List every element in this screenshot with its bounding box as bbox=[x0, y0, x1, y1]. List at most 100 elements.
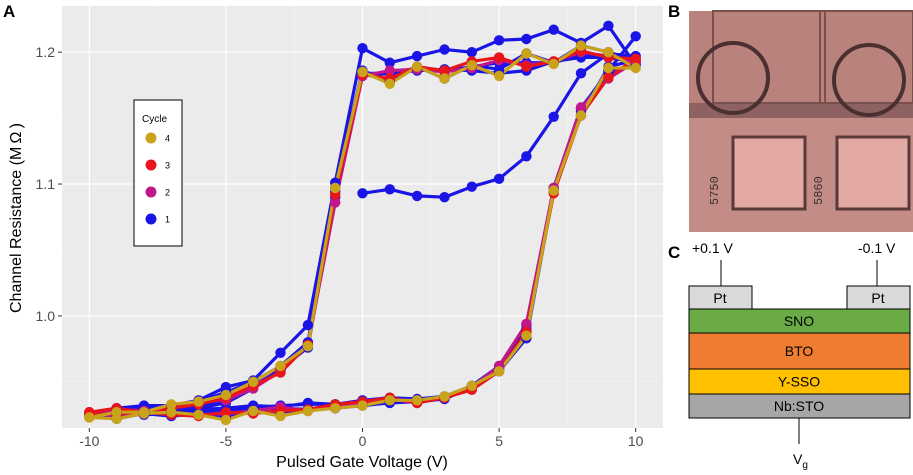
data-point-cycle-4 bbox=[439, 73, 450, 84]
data-point-cycle-1 bbox=[439, 192, 450, 203]
data-point-cycle-4 bbox=[411, 395, 423, 406]
data-point-cycle-4 bbox=[193, 409, 204, 420]
x-tick-label: 0 bbox=[359, 433, 367, 449]
cycle-legend: Cycle 4 3 2 1 bbox=[133, 99, 183, 247]
data-point-cycle-4 bbox=[111, 407, 122, 418]
data-point-cycle-1 bbox=[466, 181, 477, 192]
data-point-cycle-4 bbox=[248, 376, 259, 387]
data-point-cycle-4 bbox=[521, 330, 532, 341]
data-point-cycle-1 bbox=[521, 33, 532, 45]
data-point-cycle-2 bbox=[384, 65, 395, 76]
data-point-cycle-3 bbox=[603, 72, 614, 83]
pt-contact-right-label: Pt bbox=[871, 290, 884, 306]
ring-electrode-left bbox=[696, 41, 770, 115]
data-point-cycle-2 bbox=[575, 102, 587, 113]
data-point-cycle-4 bbox=[384, 78, 395, 90]
layer-nb-sto bbox=[688, 393, 911, 419]
data-point-cycle-1 bbox=[302, 319, 314, 331]
legend-label-cycle-1: 1 bbox=[165, 215, 170, 225]
x-tick-label: -10 bbox=[79, 433, 99, 449]
pad-outline-right bbox=[819, 10, 913, 104]
data-point-cycle-4 bbox=[302, 341, 314, 352]
data-point-cycle-4 bbox=[166, 399, 177, 410]
data-point-cycle-4 bbox=[330, 403, 341, 414]
data-point-cycle-1 bbox=[493, 173, 505, 184]
x-tick-label: -5 bbox=[220, 433, 233, 449]
x-tick-label: 5 bbox=[495, 433, 503, 449]
data-point-cycle-4 bbox=[575, 110, 587, 121]
chip-label-5750: 5750 bbox=[708, 176, 722, 205]
layer-sno bbox=[688, 308, 911, 334]
data-point-cycle-4 bbox=[466, 60, 477, 71]
data-point-cycle-4 bbox=[548, 58, 559, 70]
legend-label-cycle-2: 2 bbox=[165, 188, 170, 198]
chip-label-5860: 5860 bbox=[812, 176, 826, 205]
legend-key-cycle-1 bbox=[145, 213, 157, 225]
ring-electrode-right bbox=[832, 43, 906, 117]
y-tick-label: 1.0 bbox=[36, 308, 56, 324]
panel-b-label: B bbox=[668, 2, 680, 21]
data-point-cycle-1 bbox=[220, 381, 232, 393]
data-point-cycle-1 bbox=[521, 151, 532, 162]
data-point-cycle-4 bbox=[603, 47, 614, 58]
contact-pad-left bbox=[731, 135, 807, 211]
gate-voltage-label: Vg bbox=[793, 451, 808, 471]
layer-bto bbox=[688, 332, 911, 370]
data-point-cycle-1 bbox=[603, 20, 614, 31]
data-point-cycle-4 bbox=[384, 395, 395, 406]
legend-title: Cycle bbox=[142, 114, 167, 125]
left-voltage-label: +0.1 V bbox=[692, 240, 734, 256]
data-point-cycle-4 bbox=[357, 66, 368, 78]
data-point-cycle-4 bbox=[220, 414, 232, 426]
data-point-cycle-2 bbox=[330, 197, 341, 208]
legend-box bbox=[133, 99, 183, 247]
legend-label-cycle-3: 3 bbox=[165, 161, 170, 171]
data-point-cycle-1 bbox=[411, 50, 423, 62]
data-point-cycle-4 bbox=[84, 412, 95, 423]
data-point-cycle-1 bbox=[548, 111, 559, 123]
data-point-cycle-1 bbox=[384, 57, 395, 68]
data-point-cycle-3 bbox=[630, 53, 641, 64]
y-axis-title: Channel Resistance (M Ω ) bbox=[8, 123, 25, 313]
data-point-cycle-3 bbox=[439, 65, 450, 76]
gate-voltage-subscript: g bbox=[802, 460, 808, 471]
series-points bbox=[84, 20, 641, 426]
data-point-cycle-4 bbox=[166, 407, 177, 418]
data-point-cycle-4 bbox=[493, 366, 505, 377]
right-voltage-label: -0.1 V bbox=[858, 240, 896, 256]
data-point-cycle-1 bbox=[357, 188, 368, 199]
data-point-cycle-4 bbox=[302, 405, 314, 417]
data-point-cycle-4 bbox=[575, 40, 587, 51]
layer-label-nb-sto: Nb:STO bbox=[774, 398, 824, 414]
data-point-cycle-4 bbox=[193, 396, 204, 407]
device-micrograph: 5750 5860 bbox=[689, 10, 913, 232]
data-point-cycle-1 bbox=[357, 43, 368, 54]
data-point-cycle-4 bbox=[521, 48, 532, 59]
layer-label-sno: SNO bbox=[784, 313, 814, 329]
y-tick-label: 1.2 bbox=[36, 44, 56, 60]
layer-label-bto: BTO bbox=[785, 343, 814, 359]
data-point-cycle-4 bbox=[357, 400, 368, 411]
data-point-cycle-4 bbox=[220, 389, 232, 401]
data-point-cycle-4 bbox=[548, 185, 559, 196]
data-point-cycle-4 bbox=[439, 391, 450, 402]
contact-pad-right bbox=[835, 135, 911, 211]
data-point-cycle-1 bbox=[411, 190, 423, 202]
resistance-hysteresis-chart: -10 -5 0 5 10 1.0 1.1 1.2 Pulsed Gate Voltage (… bbox=[8, 6, 663, 471]
data-point-cycle-3 bbox=[493, 52, 505, 63]
device-stack-diagram: +0.1 V -0.1 V Pt Pt SNO BTO Y-SSO Nb:STO Vg bbox=[688, 240, 911, 471]
pt-contact-left-label: Pt bbox=[713, 290, 726, 306]
pad-outline-left bbox=[712, 10, 826, 104]
data-point-cycle-1 bbox=[466, 47, 477, 58]
layer-label-y-sso: Y-SSO bbox=[778, 374, 820, 390]
legend-items: 4 3 2 1 bbox=[145, 132, 170, 225]
data-point-cycle-4 bbox=[330, 182, 341, 194]
data-point-cycle-1 bbox=[384, 184, 395, 195]
data-point-cycle-1 bbox=[493, 35, 505, 46]
panel-a-label: A bbox=[3, 2, 15, 21]
panel-c-label: C bbox=[668, 243, 680, 262]
data-point-cycle-4 bbox=[248, 405, 259, 417]
data-point-cycle-2 bbox=[521, 318, 532, 329]
data-point-cycle-4 bbox=[275, 360, 286, 372]
